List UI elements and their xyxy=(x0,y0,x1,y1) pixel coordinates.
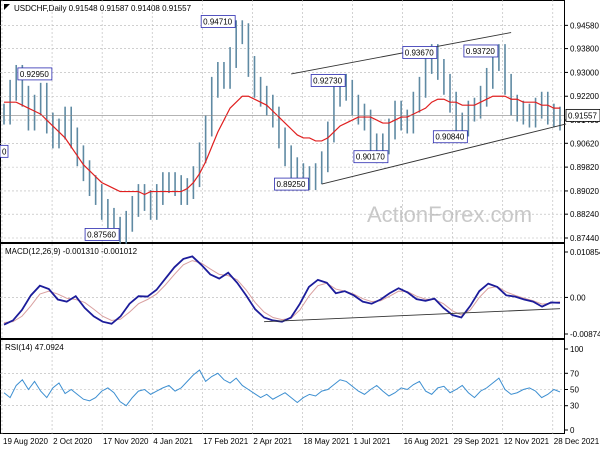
date-tick-label: 19 Aug 2020 xyxy=(3,437,48,446)
moving-average-line xyxy=(4,95,560,196)
price-annotation-box xyxy=(463,44,499,58)
mark-layer: 0 0.92950 0.87560 0.94710 0.89250 0.92730 0.90… xyxy=(0,15,499,241)
price-tick-label: 0.90620 xyxy=(570,139,599,148)
price-annotation-label: 0.92950 xyxy=(20,70,49,79)
series-layer xyxy=(0,20,567,407)
macd-tick-label: 0.010854 xyxy=(570,248,600,257)
price-annotation-box xyxy=(200,15,236,28)
date-tick-label: 2 Oct 2020 xyxy=(53,437,93,446)
price-annotation-box xyxy=(274,177,309,191)
last-price-label: 0.91557 xyxy=(568,111,597,120)
date-tick-label: 2 Apr 2021 xyxy=(253,437,292,446)
price-tick-label: 0.89820 xyxy=(570,163,599,172)
date-tick-label: 29 Sep 2021 xyxy=(454,437,500,446)
price-tick-label: 0.88240 xyxy=(570,210,599,219)
price-tick-label: 0.93000 xyxy=(570,68,599,77)
left-edge-label: 0 xyxy=(2,147,7,156)
price-annotation-label: 0.87560 xyxy=(87,230,116,239)
date-tick-label: 16 Aug 2021 xyxy=(404,437,449,446)
rsi-line xyxy=(3,369,561,407)
price-annotation-label: 0.89250 xyxy=(276,180,305,189)
date-tick-label: 28 Dec 2021 xyxy=(554,437,600,446)
panel-corner-icon xyxy=(4,4,10,10)
watermark: ActionForex.com xyxy=(367,202,532,227)
date-tick-label: 1 Jul 2021 xyxy=(354,437,391,446)
price-annotation-box xyxy=(432,130,468,144)
rsi-tick-label: 0 xyxy=(570,426,575,435)
left-edge-box xyxy=(0,144,9,158)
date-tick-label: 17 Nov 2020 xyxy=(103,437,149,446)
last-price-box xyxy=(565,108,600,122)
macd-signal-line xyxy=(3,260,561,324)
axis-layer: 0.945800.938000.930000.922000.914000.906… xyxy=(3,21,600,446)
price-title: USDCHF,Daily 0.91548 0.91587 0.91408 0.9… xyxy=(14,4,192,13)
price-annotation-label: 0.92730 xyxy=(313,76,342,85)
price-annotation-box xyxy=(17,67,53,81)
price-annotation-label: 0.90840 xyxy=(435,133,464,142)
price-annotation-box xyxy=(402,46,438,59)
price-annotation-label: 0.94710 xyxy=(203,17,232,26)
macd-tick-label: 0.00 xyxy=(570,293,586,302)
date-tick-label: 4 Jan 2021 xyxy=(153,437,193,446)
date-tick-label: 12 Nov 2021 xyxy=(504,437,550,446)
rsi-panel xyxy=(0,339,565,434)
channel-trendline xyxy=(291,32,512,75)
rsi-title: RSI(14) 47.0924 xyxy=(5,343,64,352)
price-panel xyxy=(0,0,565,243)
rsi-tick-label: 30 xyxy=(570,402,579,411)
price-tick-label: 0.92200 xyxy=(570,92,599,101)
price-annotation-label: 0.93720 xyxy=(466,47,495,56)
price-annotation-box xyxy=(84,228,120,241)
price-tick-label: 0.87440 xyxy=(570,234,599,243)
channel-trendline xyxy=(321,123,567,185)
price-annotation-label: 0.90170 xyxy=(356,153,385,162)
price-annotation-label: 0.93670 xyxy=(405,48,434,57)
date-tick-label: 17 Feb 2021 xyxy=(203,437,248,446)
macd-title: MACD(12,26,9) -0.001310 -0.001012 xyxy=(5,247,138,256)
rsi-tick-label: 100 xyxy=(570,345,584,354)
macd-trendline xyxy=(264,308,561,323)
price-annotation-box xyxy=(353,150,389,164)
price-tick-label: 0.89020 xyxy=(570,187,599,196)
rsi-tick-label: 70 xyxy=(570,369,579,378)
price-tick-label: 0.94580 xyxy=(570,21,599,30)
macd-panel xyxy=(0,243,565,339)
macd-line xyxy=(3,255,561,326)
rsi-tick-label: 50 xyxy=(570,386,579,395)
date-tick-label: 18 May 2021 xyxy=(303,437,350,446)
price-annotation-box xyxy=(310,74,346,87)
price-tick-label: 0.93800 xyxy=(570,45,599,54)
